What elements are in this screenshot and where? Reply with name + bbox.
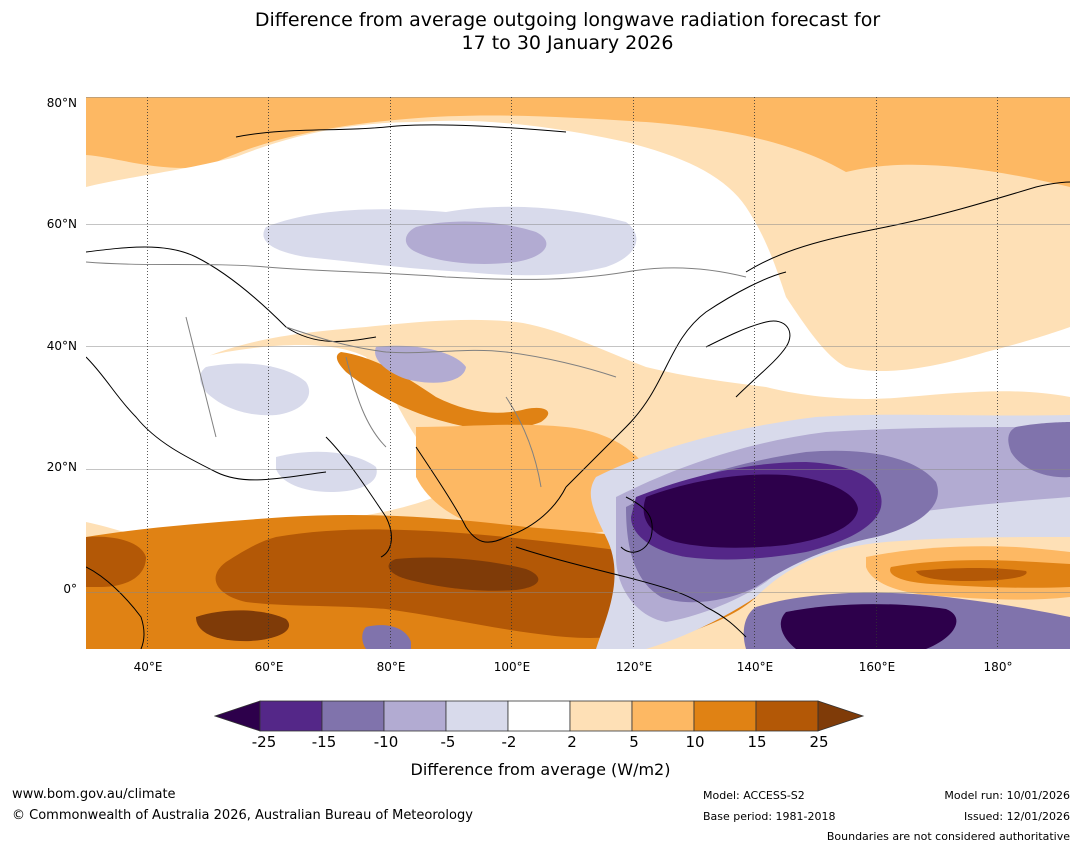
anomaly-region-arctic [86,97,1070,187]
anomaly-region-tibet-negative [375,345,466,383]
colorbar-tick: 10 [685,733,705,751]
anomaly-region-mideast [86,345,446,542]
anomaly-region-india-negative [200,363,310,416]
colorbar-segment [259,700,323,732]
anomaly-region-pacific-negative-extreme [643,474,858,548]
colorbar-extend-high [817,700,865,732]
boundaries-disclaimer: Boundaries are not considered authoritat… [826,830,1070,843]
lon-label-60e: 60°E [254,660,284,674]
lat-label-0: 0° [63,582,77,596]
colorbar [214,700,865,732]
issued-date: Issued: 12/01/2026 [963,810,1070,823]
colorbar-tick: -2 [501,733,517,751]
lat-label-60n: 60°N [46,217,77,231]
anomaly-region-indian-ocean-core [196,610,290,642]
lat-label-40n: 40°N [46,339,77,353]
anomaly-region-south-pacific-core [916,568,1027,581]
anomaly-region-east-pacific-negative [1008,422,1070,478]
lat-label-20n: 20°N [46,460,77,474]
lon-label-160e: 160°E [858,660,896,674]
lon-label-120e: 120°E [615,660,653,674]
colorbar-extend-low [214,700,261,732]
copyright-notice: © Commonwealth of Australia 2026, Austra… [12,808,473,823]
lon-label-180: 180° [983,660,1013,674]
latitude-gridlines [86,97,1070,593]
colorbar-tick: -5 [440,733,456,751]
anomaly-region-himalaya [336,352,549,430]
colorbar-segment [507,700,571,732]
colorbar-tick: -25 [251,733,277,751]
anomaly-region-maritime-core [388,557,539,591]
anomaly-region-io-negative-patch [362,625,411,649]
colorbar-segment [383,700,447,732]
colorbar-segment [631,700,695,732]
lon-label-40e: 40°E [133,660,163,674]
colorbar-tick: 15 [747,733,767,751]
title-line-2: 17 to 30 January 2026 [461,32,674,54]
model-name: Model: ACCESS-S2 [703,789,805,802]
olr-anomaly-map [86,97,1070,649]
anomaly-region-africa-positive [86,536,146,587]
colorbar-label: Difference from average (W/m2) [410,760,671,779]
coastlines [86,124,1070,649]
colorbar-tick: -10 [373,733,399,751]
title-line-1: Difference from average outgoing longwav… [254,9,881,31]
longitude-gridlines [147,97,998,649]
colorbar-tick: 25 [809,733,829,751]
base-period: Base period: 1981-2018 [703,810,836,823]
anomaly-region-sw-pacific-core [780,604,957,649]
lat-label-80n: 80°N [46,96,77,110]
colorbar-tick: -15 [311,733,337,751]
model-run-date: Model run: 10/01/2026 [944,789,1070,802]
colorbar-tick: 2 [567,733,577,751]
colorbar-segment [321,700,385,732]
colorbar-segment [445,700,509,732]
colorbar-segment [569,700,633,732]
lon-label-140e: 140°E [736,660,774,674]
colorbar-segment [755,700,819,732]
colorbar-segment [693,700,757,732]
chart-title: Difference from average outgoing longwav… [0,9,1081,55]
country-borders [86,261,747,488]
website-link[interactable]: www.bom.gov.au/climate [12,787,176,802]
colorbar-tick: 5 [629,733,639,751]
anomaly-region-arabia-negative [276,451,377,492]
lon-label-80e: 80°E [376,660,406,674]
lon-label-100e: 100°E [493,660,531,674]
